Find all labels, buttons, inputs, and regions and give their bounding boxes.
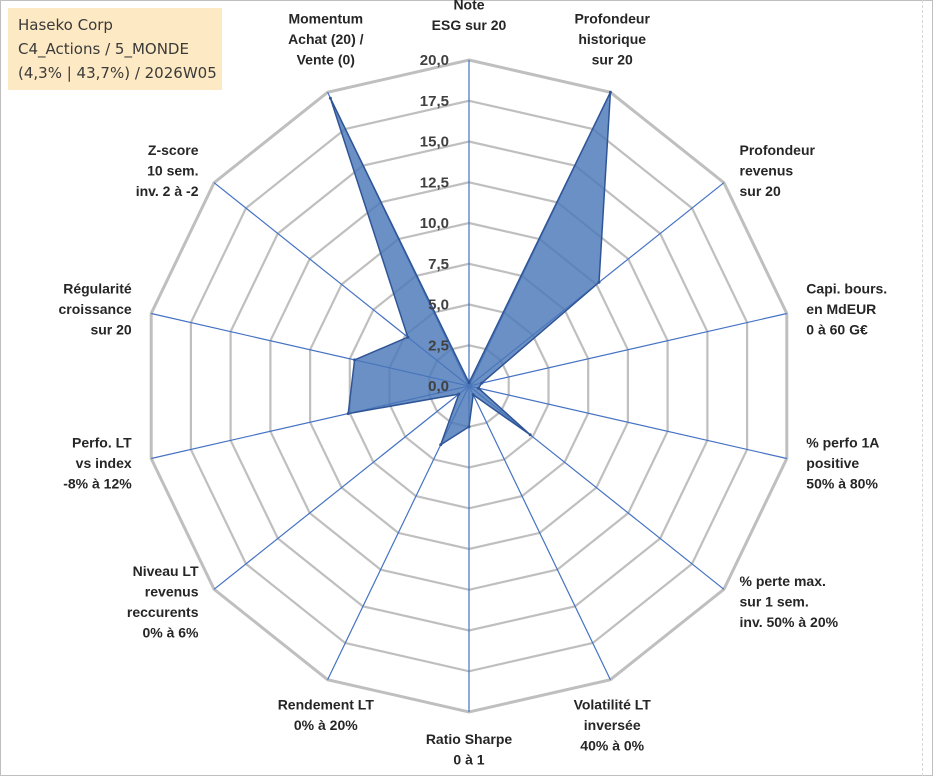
axis-label-line: Capi. bours. bbox=[806, 281, 887, 297]
axis-spoke bbox=[468, 312, 787, 387]
data-point bbox=[346, 412, 350, 416]
data-point bbox=[353, 358, 357, 362]
axis-spoke bbox=[213, 385, 470, 590]
axis-label: Ratio Sharpe 0 à 1 bbox=[426, 731, 513, 768]
axis-label: Z-score 10 sem. inv. 2 à -2 bbox=[136, 142, 199, 199]
data-point bbox=[528, 433, 532, 437]
radial-tick-label: 5,0 bbox=[428, 297, 449, 314]
radial-tick-label: 12,5 bbox=[420, 174, 449, 191]
axis-label-line: inversée bbox=[584, 717, 641, 733]
stats-line: (4,3% | 43,7%) / 2026W05 bbox=[18, 64, 217, 82]
axis-label: Note ESG sur 20 bbox=[432, 0, 507, 33]
axis-label-line: croissance bbox=[59, 301, 132, 317]
axis-label-line: Z-score bbox=[148, 142, 199, 158]
axis-label-line: 0 à 60 G€ bbox=[806, 322, 868, 338]
axis-label-line: positive bbox=[806, 455, 859, 471]
axis-label: % perte max. sur 1 sem. inv. 50% à 20% bbox=[740, 573, 839, 630]
data-point bbox=[439, 443, 443, 447]
data-point bbox=[467, 381, 471, 385]
radial-tick-label: 15,0 bbox=[420, 134, 449, 151]
data-point bbox=[406, 335, 410, 339]
axis-label: Volatilité LT inversée 40% à 0% bbox=[574, 697, 652, 754]
axis-label-line: Niveau LT bbox=[133, 563, 199, 579]
axis-label-line: sur 20 bbox=[90, 322, 131, 338]
axis-label: Régularité croissance sur 20 bbox=[59, 281, 132, 338]
axis-label-line: Ratio Sharpe bbox=[426, 731, 513, 747]
background-gridline bbox=[922, 0, 923, 776]
axis-label-line: ESG sur 20 bbox=[432, 17, 507, 33]
data-point bbox=[457, 392, 461, 396]
axis-label: Capi. bours. en MdEUR 0 à 60 G€ bbox=[806, 281, 887, 338]
header-box: Haseko Corp C4_Actions / 5_MONDE (4,3% |… bbox=[8, 8, 222, 90]
portfolio-name: C4_Actions / 5_MONDE bbox=[18, 40, 189, 58]
axis-spoke bbox=[468, 385, 611, 680]
axis-label-line: -8% à 12% bbox=[63, 476, 132, 492]
axis-label-line: sur 20 bbox=[740, 183, 781, 199]
axis-label-line: Achat (20) / bbox=[288, 31, 364, 47]
axis-label-line: 0% à 6% bbox=[142, 625, 199, 641]
data-point bbox=[477, 386, 480, 390]
axis-label-line: Profondeur bbox=[740, 142, 816, 158]
axis-label-line: Rendement LT bbox=[278, 697, 375, 713]
axis-label-line: 0% à 20% bbox=[294, 717, 358, 733]
axis-label-line: Note bbox=[453, 0, 484, 13]
axis-label-line: 0 à 1 bbox=[453, 752, 484, 768]
axis-label: Rendement LT 0% à 20% bbox=[278, 697, 375, 734]
data-point bbox=[328, 96, 332, 100]
axis-label: Profondeur revenus sur 20 bbox=[740, 142, 816, 199]
axis-label-line: inv. 2 à -2 bbox=[136, 183, 199, 199]
radial-tick-label: 17,5 bbox=[420, 93, 449, 110]
radial-tick-label: 2,5 bbox=[428, 337, 449, 354]
axis-label-line: Perfo. LT bbox=[72, 435, 132, 451]
axis-label-line: revenus bbox=[145, 584, 199, 600]
axis-label: % perfo 1A positive 50% à 80% bbox=[806, 435, 879, 492]
axis-label-line: 50% à 80% bbox=[806, 476, 878, 492]
axis-label-line: historique bbox=[578, 31, 646, 47]
axis-label-line: 10 sem. bbox=[147, 162, 198, 178]
radial-tick-label: 7,5 bbox=[428, 256, 449, 273]
axis-label-line: revenus bbox=[740, 162, 794, 178]
radial-tick-label: 20,0 bbox=[420, 52, 449, 69]
axis-label-line: % perfo 1A bbox=[806, 435, 879, 451]
axis-label-line: Régularité bbox=[63, 281, 132, 297]
axis-label-line: en MdEUR bbox=[806, 301, 876, 317]
axis-label-line: sur 1 sem. bbox=[740, 594, 809, 610]
series-area bbox=[329, 91, 612, 446]
axis-label-line: Volatilité LT bbox=[574, 697, 652, 713]
axis-label-line: Momentum bbox=[288, 10, 363, 26]
data-point bbox=[480, 381, 484, 385]
axis-label-line: reccurents bbox=[127, 604, 199, 620]
data-point bbox=[608, 90, 612, 94]
axis-label: Momentum Achat (20) / Vente (0) bbox=[288, 10, 364, 67]
data-point bbox=[597, 280, 601, 284]
axis-label-line: 40% à 0% bbox=[580, 738, 644, 754]
axis-label-line: Profondeur bbox=[574, 10, 650, 26]
radial-tick-label: 10,0 bbox=[420, 215, 449, 232]
data-point bbox=[467, 425, 471, 429]
axis-label: Niveau LT revenus reccurents 0% à 6% bbox=[127, 563, 199, 641]
axis-label-line: vs index bbox=[76, 455, 132, 471]
axis-label: Profondeur historique sur 20 bbox=[574, 10, 650, 67]
axis-label-line: Vente (0) bbox=[297, 51, 355, 67]
axis-label-line: % perte max. bbox=[740, 573, 826, 589]
company-name: Haseko Corp bbox=[18, 16, 113, 34]
axis-label-line: inv. 50% à 20% bbox=[740, 614, 839, 630]
radial-tick-label: 0,0 bbox=[428, 378, 449, 395]
axis-label-line: sur 20 bbox=[592, 51, 633, 67]
axis-spoke bbox=[468, 385, 787, 460]
axis-label: Perfo. LT vs index -8% à 12% bbox=[63, 435, 132, 492]
data-point bbox=[471, 393, 475, 397]
